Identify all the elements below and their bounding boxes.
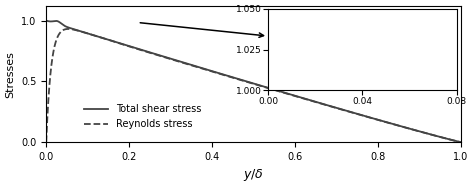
Line: Total shear stress: Total shear stress	[46, 21, 461, 142]
Reynolds stress	[64, 28, 70, 30]
Reynolds stress	[234, 78, 240, 80]
Reynolds stress	[65, 28, 71, 30]
X-axis label: $y/\delta$: $y/\delta$	[243, 167, 264, 184]
Line: Reynolds stress: Reynolds stress	[46, 29, 461, 142]
Legend: Total shear stress, Reynolds stress: Total shear stress, Reynolds stress	[80, 101, 205, 133]
Total shear stress	[245, 81, 251, 83]
Total shear stress	[458, 141, 464, 143]
Total shear stress	[64, 26, 70, 28]
Total shear stress	[43, 19, 49, 22]
Total shear stress	[370, 117, 375, 119]
Total shear stress	[234, 77, 240, 80]
Reynolds stress	[446, 138, 452, 140]
Total shear stress	[446, 138, 452, 140]
Reynolds stress	[245, 81, 251, 83]
Y-axis label: Stresses: Stresses	[6, 51, 16, 98]
Reynolds stress	[458, 141, 464, 143]
Reynolds stress	[43, 141, 49, 143]
Total shear stress	[446, 138, 451, 140]
Reynolds stress	[370, 117, 376, 120]
Reynolds stress	[446, 138, 452, 140]
